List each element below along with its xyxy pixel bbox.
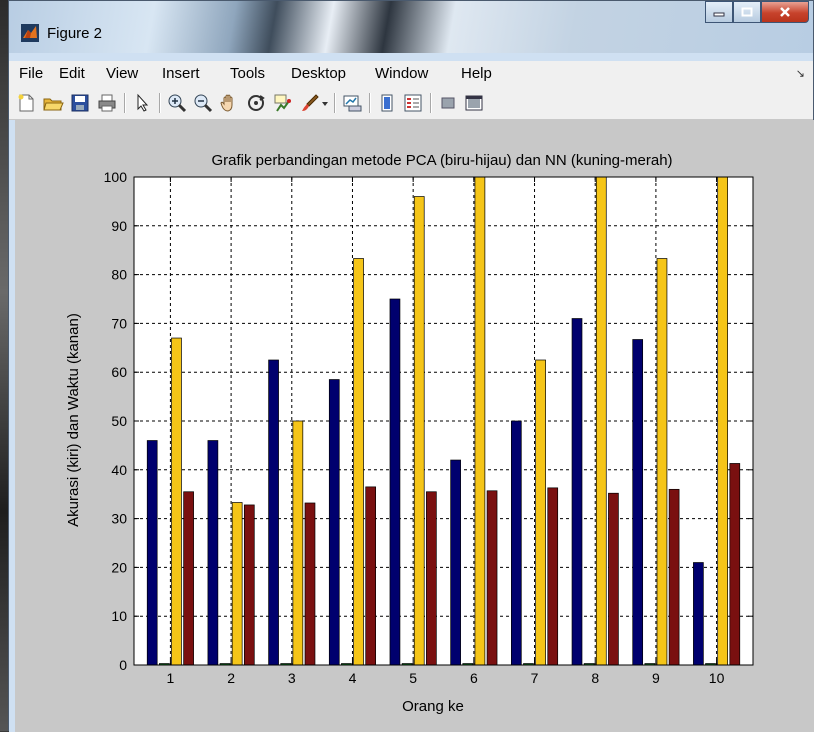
y-tick-label: 80 xyxy=(111,267,127,283)
y-tick-label: 0 xyxy=(119,657,127,673)
bar xyxy=(292,420,304,666)
y-tick-label: 60 xyxy=(111,364,127,380)
menu-file[interactable]: File xyxy=(19,65,44,82)
pointer-icon[interactable] xyxy=(131,92,153,114)
bar xyxy=(389,298,401,666)
menu-edit[interactable]: Edit xyxy=(59,65,85,82)
bar xyxy=(328,379,340,666)
x-tick-label: 2 xyxy=(227,670,235,686)
bar xyxy=(608,492,619,666)
bar xyxy=(450,459,461,666)
zoom-in-icon[interactable] xyxy=(166,92,188,114)
brush-dropdown-icon[interactable] xyxy=(320,92,330,114)
x-tick-label: 10 xyxy=(709,670,725,686)
bar xyxy=(656,258,668,666)
bar xyxy=(413,196,425,666)
y-tick-label: 10 xyxy=(111,608,127,624)
y-tick-label: 40 xyxy=(111,462,127,478)
bar xyxy=(231,502,243,666)
x-axis-label: Orang ke xyxy=(402,698,464,715)
y-tick-label: 90 xyxy=(111,218,127,234)
colorbar-icon[interactable] xyxy=(376,92,398,114)
plot-area: 0 10 20 30 40 50 60 70 80 90 100 1 2 3 4 5 6 7 8 9 10 xyxy=(104,169,754,686)
y-axis-label: Akurasi (kiri) dan Waktu (kanan) xyxy=(65,313,82,527)
menu-insert[interactable]: Insert xyxy=(162,65,200,82)
bar xyxy=(353,258,364,666)
bar xyxy=(243,504,255,666)
bar xyxy=(729,463,741,666)
show-plot-tools-icon[interactable] xyxy=(463,92,485,114)
x-tick-label: 3 xyxy=(288,670,296,686)
x-tick-label: 6 xyxy=(470,670,478,686)
link-plot-icon[interactable] xyxy=(341,92,363,114)
print-icon[interactable] xyxy=(96,92,118,114)
zoom-out-icon[interactable] xyxy=(192,92,214,114)
figure-window: Figure 2 File Edit View Insert Tools Des… xyxy=(8,0,814,732)
x-tick-label: 5 xyxy=(409,670,417,686)
pan-hand-icon[interactable] xyxy=(218,92,240,114)
hide-plot-tools-icon[interactable] xyxy=(437,92,459,114)
minimize-icon xyxy=(713,12,725,17)
legend-icon[interactable] xyxy=(402,92,424,114)
menu-view[interactable]: View xyxy=(106,65,139,82)
maximize-icon xyxy=(741,7,753,17)
window-title: Figure 2 xyxy=(47,25,103,42)
bar xyxy=(268,359,279,666)
maximize-button[interactable] xyxy=(733,1,761,23)
x-tick-label: 8 xyxy=(591,670,599,686)
bar xyxy=(171,337,182,666)
dock-arrow-icon[interactable]: ↘ xyxy=(795,68,805,80)
x-tick-label: 7 xyxy=(531,670,539,686)
x-tick-label: 1 xyxy=(167,670,175,686)
x-tick-label: 4 xyxy=(349,670,357,686)
y-tick-label: 50 xyxy=(111,413,127,429)
y-tick-label: 20 xyxy=(111,559,127,575)
y-tick-label: 100 xyxy=(104,169,128,185)
menu-bar: File Edit View Insert Tools Desktop Wind… xyxy=(9,61,813,87)
bar xyxy=(304,502,316,666)
figure-canvas: Grafik perbandingan metode PCA (biru-hij… xyxy=(9,120,814,732)
bar xyxy=(510,420,522,666)
bar xyxy=(632,339,644,666)
bar xyxy=(717,176,728,666)
data-cursor-icon[interactable] xyxy=(272,92,294,114)
bar xyxy=(693,562,704,666)
y-tick-label: 30 xyxy=(111,511,127,527)
close-button[interactable] xyxy=(761,1,809,23)
bar xyxy=(547,487,559,666)
bar-chart: Grafik perbandingan metode PCA (biru-hij… xyxy=(65,152,754,715)
close-icon xyxy=(780,7,790,17)
bar xyxy=(207,440,219,666)
tool-bar xyxy=(9,87,813,120)
x-tick-label: 9 xyxy=(652,670,660,686)
y-tick-label: 70 xyxy=(111,315,127,331)
bar xyxy=(146,440,158,666)
chart-title: Grafik perbandingan metode PCA (biru-hij… xyxy=(211,152,672,169)
bar xyxy=(426,491,437,666)
menu-window[interactable]: Window xyxy=(375,65,429,82)
matlab-logo-icon xyxy=(21,24,39,42)
bar xyxy=(486,490,498,666)
menu-desktop[interactable]: Desktop xyxy=(291,65,347,82)
bar xyxy=(535,359,546,666)
new-figure-icon[interactable] xyxy=(15,92,37,114)
bar xyxy=(595,176,607,666)
bar xyxy=(571,318,583,666)
menu-help[interactable]: Help xyxy=(461,65,492,82)
menu-tools[interactable]: Tools xyxy=(230,65,266,82)
open-file-icon[interactable] xyxy=(42,92,64,114)
title-bar[interactable]: Figure 2 xyxy=(9,1,813,53)
bar xyxy=(668,488,680,666)
bar xyxy=(474,176,486,666)
save-icon[interactable] xyxy=(69,92,91,114)
bar xyxy=(183,491,194,666)
rotate-3d-icon[interactable] xyxy=(245,92,267,114)
bar xyxy=(365,486,377,666)
brush-icon[interactable] xyxy=(299,92,321,114)
minimize-button[interactable] xyxy=(705,1,733,23)
